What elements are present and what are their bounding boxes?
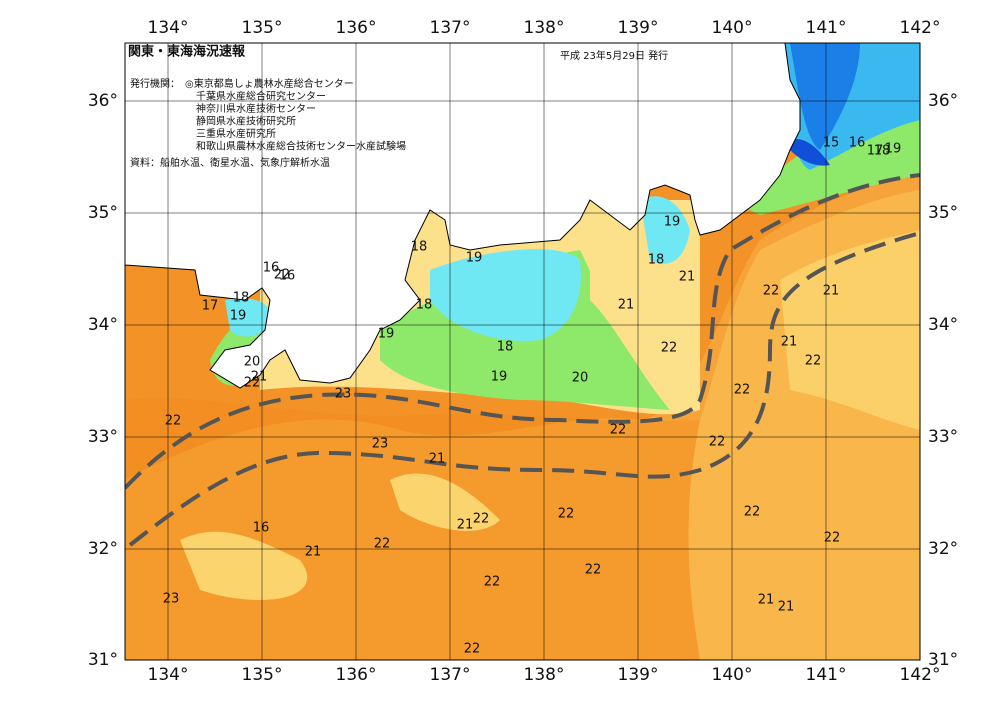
contour-label: 19 <box>466 251 483 266</box>
contour-label: 18 <box>874 144 891 159</box>
contour-label: 19 <box>491 370 508 385</box>
contour-label: 21 <box>457 518 474 533</box>
longitude-label: 136° <box>336 665 377 685</box>
contour-label: 22 <box>165 414 182 429</box>
longitude-label: 134° <box>148 665 189 685</box>
latitude-label: 31° <box>928 650 958 670</box>
longitude-label: 141° <box>806 18 847 38</box>
issuer: 三重県水産研究所 <box>196 127 276 140</box>
contour-label: 22 <box>374 537 391 552</box>
contour-label: 16 <box>279 269 296 284</box>
contour-label: 22 <box>744 505 761 520</box>
longitude-label: 137° <box>430 665 471 685</box>
contour-label: 22 <box>610 423 627 438</box>
contour-label: 18 <box>416 298 433 313</box>
contour-label: 21 <box>758 593 775 608</box>
contour-label: 18 <box>497 340 514 355</box>
issuer: 和歌山県農林水産総合技術センター水産試験場 <box>196 140 406 153</box>
contour-label: 18 <box>648 253 665 268</box>
longitude-label: 140° <box>712 18 753 38</box>
contour-label: 19 <box>230 309 247 324</box>
contour-label: 19 <box>664 215 681 230</box>
latitude-label: 32° <box>928 539 958 559</box>
contour-label: 22 <box>464 642 481 657</box>
contour-label: 23 <box>372 437 389 452</box>
contour-label: 17 <box>867 144 884 159</box>
longitude-label: 139° <box>618 18 659 38</box>
contour-label: 21 <box>778 600 795 615</box>
contour-label: 22 <box>824 531 841 546</box>
contour-label: 21 <box>251 370 268 385</box>
contour-label: 18 <box>411 240 428 255</box>
contour-label: 21 <box>679 270 696 285</box>
contour-label: 19 <box>885 142 902 157</box>
latitude-label: 32° <box>88 539 118 559</box>
longitude-label: 141° <box>806 665 847 685</box>
contour-label: 22 <box>484 575 501 590</box>
date: 平成 23年5月29日 発行 <box>560 49 668 62</box>
contour-label: 21 <box>618 298 635 313</box>
contour-label: 17 <box>202 299 219 314</box>
contour-label: 20 <box>244 355 261 370</box>
contour-label: 21 <box>429 452 446 467</box>
contour-label: 22 <box>274 268 291 283</box>
contour-label: 21 <box>823 284 840 299</box>
title: 関東・東海海況速報 <box>128 44 246 60</box>
contour-label: 23 <box>163 592 180 607</box>
source: 資料：船舶水温、衛星水温、気象庁解析水温 <box>130 156 330 169</box>
issuer: 神奈川県水産技術センター <box>196 102 316 115</box>
longitude-label: 138° <box>524 18 565 38</box>
longitude-label: 138° <box>524 665 565 685</box>
issuer: 千葉県水産総合研究センター <box>196 90 326 103</box>
longitude-label: 134° <box>148 18 189 38</box>
latitude-label: 33° <box>928 427 958 447</box>
longitude-label: 136° <box>336 18 377 38</box>
issuer-label: 発行機関： <box>130 77 180 90</box>
longitude-label: 135° <box>242 665 283 685</box>
longitude-label: 135° <box>242 18 283 38</box>
contour-label: 22 <box>244 376 261 391</box>
latitude-label: 31° <box>88 650 118 670</box>
grid <box>125 43 920 660</box>
contour-label: 22 <box>763 284 780 299</box>
latitude-label: 36° <box>928 91 958 111</box>
latitude-label: 33° <box>88 427 118 447</box>
contour-label: 22 <box>661 341 678 356</box>
contour-label: 21 <box>305 545 322 560</box>
issuer: 静岡県水産技術研究所 <box>196 115 296 128</box>
latitude-label: 35° <box>928 203 958 223</box>
latitude-label: 34° <box>928 315 958 335</box>
contour-label: 19 <box>378 327 395 342</box>
contour-label: 16 <box>849 136 866 151</box>
latitude-labels: 36° 36° 35° 35° 34° 34° 33° 33° 32° 32° 31° 31° <box>88 91 958 670</box>
longitude-label: 139° <box>618 665 659 685</box>
contour-label: 18 <box>233 291 250 306</box>
latitude-label: 34° <box>88 315 118 335</box>
longitude-label: 142° <box>900 665 941 685</box>
contour-label: 20 <box>572 371 589 386</box>
longitude-label: 142° <box>900 18 941 38</box>
kuroshio-axis <box>125 173 920 547</box>
contour-label: 22 <box>585 563 602 578</box>
contour-label: 21 <box>781 335 798 350</box>
contour-label: 22 <box>709 435 726 450</box>
contour-label: 22 <box>805 354 822 369</box>
contour-label: 16 <box>253 521 270 536</box>
longitude-labels: 134° 134° 135° 135° 136° 136° 137° 137° 138° 138°… <box>148 18 941 685</box>
sea-temperature <box>125 43 920 660</box>
contour-label: 22 <box>558 507 575 522</box>
contour-label: 23 <box>335 387 352 402</box>
longitude-label: 140° <box>712 665 753 685</box>
contour-label: 22 <box>473 512 490 527</box>
latitude-label: 35° <box>88 203 118 223</box>
longitude-label: 137° <box>430 18 471 38</box>
contour-label: 22 <box>734 383 751 398</box>
latitude-label: 36° <box>88 91 118 111</box>
contour-label: 16 <box>263 261 280 276</box>
contour-label: 15 <box>823 136 840 151</box>
issuer: ◎東京都島しょ農林水産総合センター <box>185 77 354 90</box>
